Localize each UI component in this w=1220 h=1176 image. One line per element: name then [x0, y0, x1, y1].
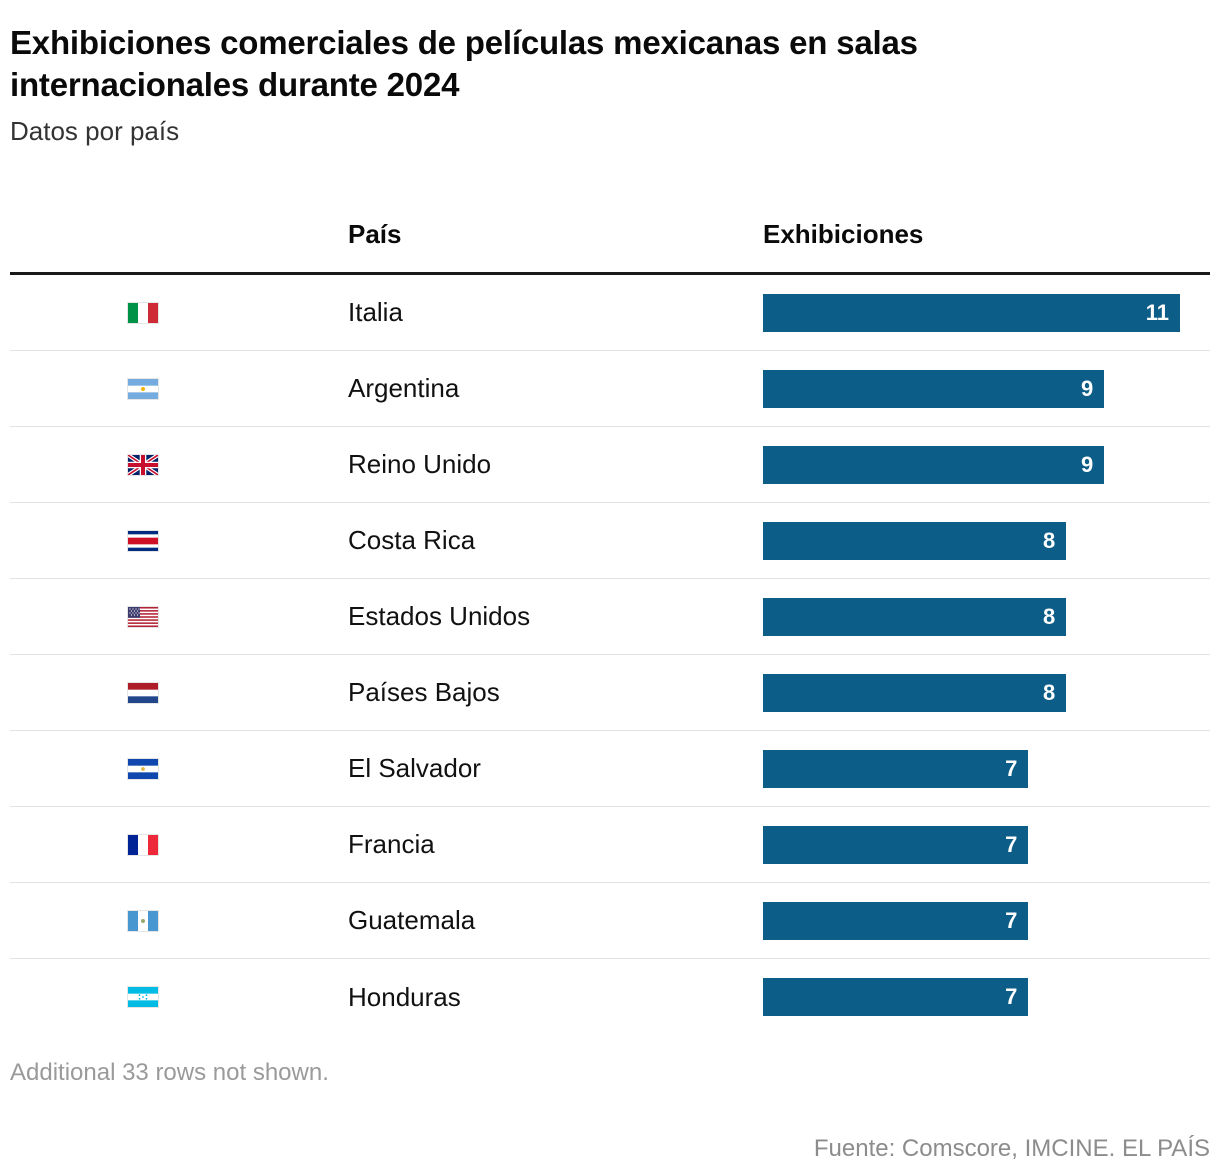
flag-cell: [10, 530, 348, 551]
bar-value-label: 9: [1080, 451, 1094, 477]
table-row: Italia 11: [10, 275, 1210, 352]
table-row: Guatemala 7: [10, 883, 1210, 960]
bar-cell: 9: [763, 445, 1180, 484]
bar-value-label: 8: [1043, 679, 1056, 705]
bar-cell: 9: [763, 369, 1180, 408]
bar-value-label: 7: [1005, 755, 1018, 781]
country-name: Honduras: [348, 981, 461, 1012]
table-row: Países Bajos 8: [10, 655, 1210, 732]
bar-cell: 8: [763, 597, 1180, 636]
country-name: Italia: [348, 297, 403, 328]
bar-value-label: 8: [1043, 527, 1056, 553]
bar-value-label: 9: [1080, 375, 1094, 401]
flag-cell: [10, 910, 348, 931]
bar-cell: 8: [763, 673, 1180, 712]
value-bar: 8: [763, 521, 1067, 560]
country-name: Estados Unidos: [348, 601, 531, 632]
table-row: El Salvador 7: [10, 731, 1210, 808]
bar-cell: 7: [763, 978, 1180, 1017]
value-bar: 7: [763, 825, 1029, 864]
value-bar: 9: [763, 369, 1105, 408]
flag-cell: [10, 454, 348, 475]
bar-value-label: 7: [1005, 984, 1018, 1010]
value-bar: 8: [763, 597, 1067, 636]
united-states-flag-icon: [128, 606, 158, 627]
bar-value-label: 7: [1005, 907, 1018, 933]
table-row: Argentina 9: [10, 351, 1210, 428]
flag-cell: [10, 987, 348, 1008]
flag-cell: [10, 834, 348, 855]
bar-cell: 7: [763, 825, 1180, 864]
bar-value-label: 8: [1043, 603, 1056, 629]
country-name: Guatemala: [348, 905, 476, 936]
table-row: Reino Unido 9: [10, 427, 1210, 504]
country-name: Francia: [348, 829, 435, 860]
flag-cell: [10, 682, 348, 703]
country-name: Países Bajos: [348, 677, 500, 708]
bar-cell: 7: [763, 749, 1180, 788]
chart-subtitle: Datos por país: [10, 116, 180, 147]
table-row: Francia 7: [10, 807, 1210, 884]
italy-flag-icon: [128, 302, 158, 323]
flag-cell: [10, 302, 348, 323]
bar-value-label: 11: [1145, 299, 1169, 325]
el-salvador-flag-icon: [128, 758, 158, 779]
guatemala-flag-icon: [128, 910, 158, 931]
flag-cell: [10, 758, 348, 779]
country-name: Argentina: [348, 373, 460, 404]
bar-cell: 7: [763, 901, 1180, 940]
table-row: Costa Rica 8: [10, 503, 1210, 580]
honduras-flag-icon: [128, 987, 158, 1008]
column-header-country: País: [348, 219, 402, 250]
table-row: Honduras 7: [10, 959, 1210, 1035]
value-bar: 9: [763, 445, 1105, 484]
value-bar: 11: [763, 293, 1180, 332]
table-header-row: País Exhibiciones: [10, 219, 1210, 276]
bar-cell: 8: [763, 521, 1180, 560]
united-kingdom-flag-icon: [128, 454, 158, 475]
bar-cell: 11: [763, 293, 1180, 332]
table-body: Italia 11 Argentina 9 Reino Unido 9: [10, 275, 1210, 1035]
value-bar: 8: [763, 673, 1067, 712]
country-name: El Salvador: [348, 753, 481, 784]
truncation-note: Additional 33 rows not shown.: [10, 1059, 329, 1087]
argentina-flag-icon: [128, 378, 158, 399]
value-bar: 7: [763, 978, 1029, 1017]
france-flag-icon: [128, 834, 158, 855]
country-name: Costa Rica: [348, 525, 476, 556]
bar-value-label: 7: [1005, 831, 1018, 857]
flag-cell: [10, 378, 348, 399]
chart-title: Exhibiciones comerciales de películas me…: [10, 24, 918, 104]
country-name: Reino Unido: [348, 449, 492, 480]
flag-cell: [10, 606, 348, 627]
value-bar: 7: [763, 901, 1029, 940]
source-credit: Fuente: Comscore, IMCINE. EL PAÍS: [813, 1135, 1210, 1163]
value-bar: 7: [763, 749, 1029, 788]
costa-rica-flag-icon: [128, 530, 158, 551]
column-header-value: Exhibiciones: [763, 219, 924, 250]
table-row: Estados Unidos 8: [10, 579, 1210, 656]
netherlands-flag-icon: [128, 682, 158, 703]
